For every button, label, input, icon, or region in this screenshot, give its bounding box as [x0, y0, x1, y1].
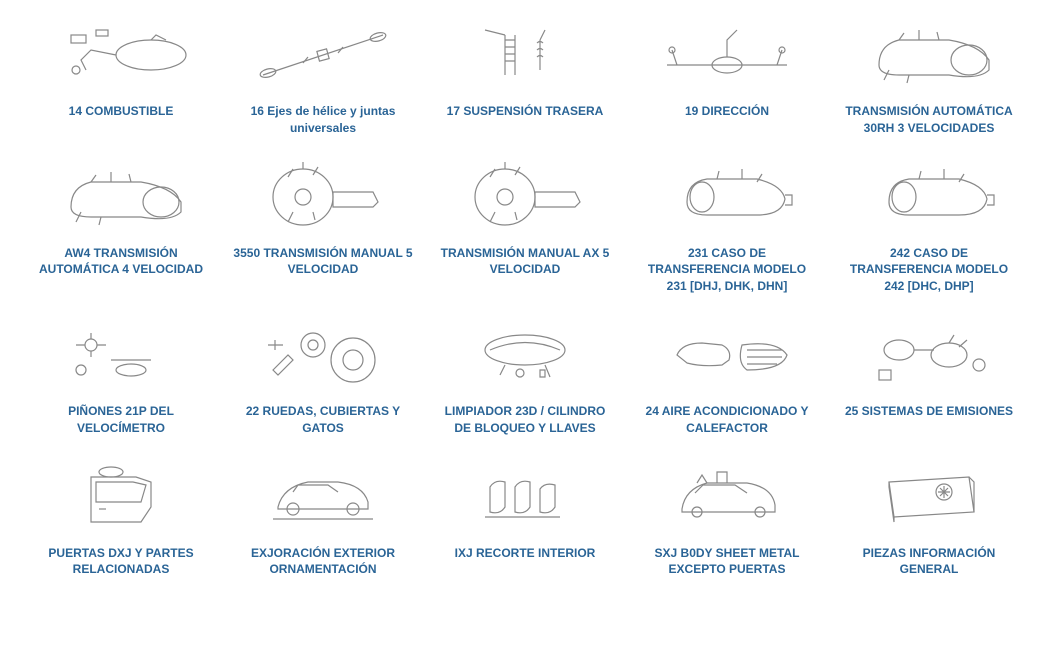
category-item-body-sheet-metal[interactable]: SXJ B0DY SHEET METAL EXCEPTO PUERTAS: [626, 452, 828, 584]
category-label: 3550 TRANSMISIÓN MANUAL 5 VELOCIDAD: [233, 245, 413, 279]
transfer-case-242-icon: [849, 157, 1009, 237]
category-label: 14 COMBUSTIBLE: [69, 103, 174, 120]
category-label: TRANSMISIÓN MANUAL AX 5 VELOCIDAD: [435, 245, 615, 279]
speedometer-gears-icon: [41, 315, 201, 395]
doors-icon: [41, 457, 201, 537]
category-item-auto-transmission-4[interactable]: AW4 TRANSMISIÓN AUTOMÁTICA 4 VELOCIDAD: [20, 152, 222, 300]
category-item-wiper-lock[interactable]: LIMPIADOR 23D / CILINDRO DE BLOQUEO Y LL…: [424, 310, 626, 442]
manual-transmission-icon: [243, 157, 403, 237]
auto-transmission-4-icon: [41, 157, 201, 237]
ac-heater-icon: [647, 315, 807, 395]
category-label: IXJ RECORTE INTERIOR: [455, 545, 596, 562]
category-label: 25 SISTEMAS DE EMISIONES: [845, 403, 1013, 420]
rear-suspension-icon: [445, 15, 605, 95]
category-item-manual-transmission[interactable]: 3550 TRANSMISIÓN MANUAL 5 VELOCIDAD: [222, 152, 424, 300]
category-label: 231 CASO DE TRANSFERENCIA MODELO 231 [DH…: [637, 245, 817, 295]
category-item-doors[interactable]: PUERTAS DXJ Y PARTES RELACIONADAS: [20, 452, 222, 584]
driveshaft-icon: [243, 15, 403, 95]
category-item-speedometer-gears[interactable]: PIÑONES 21P DEL VELOCÍMETRO: [20, 310, 222, 442]
category-item-info-book[interactable]: PIEZAS INFORMACIÓN GENERAL: [828, 452, 1030, 584]
category-item-manual-transmission-ax[interactable]: TRANSMISIÓN MANUAL AX 5 VELOCIDAD: [424, 152, 626, 300]
category-item-transfer-case-231[interactable]: 231 CASO DE TRANSFERENCIA MODELO 231 [DH…: [626, 152, 828, 300]
parts-grid: 14 COMBUSTIBLE 16 Ejes de hélice y juntas…: [20, 10, 1030, 583]
category-label: PIEZAS INFORMACIÓN GENERAL: [839, 545, 1019, 579]
category-label: 17 SUSPENSIÓN TRASERA: [447, 103, 604, 120]
category-label: AW4 TRANSMISIÓN AUTOMÁTICA 4 VELOCIDAD: [31, 245, 211, 279]
body-sheet-metal-icon: [647, 457, 807, 537]
interior-trim-icon: [445, 457, 605, 537]
category-label: PIÑONES 21P DEL VELOCÍMETRO: [31, 403, 211, 437]
category-item-fuel-system[interactable]: 14 COMBUSTIBLE: [20, 10, 222, 142]
category-label: 242 CASO DE TRANSFERENCIA MODELO 242 [DH…: [839, 245, 1019, 295]
category-label: 19 DIRECCIÓN: [685, 103, 769, 120]
category-item-transfer-case-242[interactable]: 242 CASO DE TRANSFERENCIA MODELO 242 [DH…: [828, 152, 1030, 300]
category-item-interior-trim[interactable]: IXJ RECORTE INTERIOR: [424, 452, 626, 584]
wheels-jacks-icon: [243, 315, 403, 395]
category-item-steering[interactable]: 19 DIRECCIÓN: [626, 10, 828, 142]
auto-transmission-icon: [849, 15, 1009, 95]
category-label: 22 RUEDAS, CUBIERTAS Y GATOS: [233, 403, 413, 437]
fuel-system-icon: [41, 15, 201, 95]
category-label: TRANSMISIÓN AUTOMÁTICA 30RH 3 VELOCIDADE…: [839, 103, 1019, 137]
category-item-exterior-trim[interactable]: EXJORACIÓN EXTERIOR ORNAMENTACIÓN: [222, 452, 424, 584]
category-label: EXJORACIÓN EXTERIOR ORNAMENTACIÓN: [233, 545, 413, 579]
category-label: 16 Ejes de hélice y juntas universales: [233, 103, 413, 137]
manual-transmission-ax-icon: [445, 157, 605, 237]
transfer-case-231-icon: [647, 157, 807, 237]
category-label: LIMPIADOR 23D / CILINDRO DE BLOQUEO Y LL…: [435, 403, 615, 437]
steering-icon: [647, 15, 807, 95]
wiper-lock-icon: [445, 315, 605, 395]
category-item-emissions[interactable]: 25 SISTEMAS DE EMISIONES: [828, 310, 1030, 442]
category-item-rear-suspension[interactable]: 17 SUSPENSIÓN TRASERA: [424, 10, 626, 142]
category-label: 24 AIRE ACONDICIONADO Y CALEFACTOR: [637, 403, 817, 437]
category-item-driveshaft[interactable]: 16 Ejes de hélice y juntas universales: [222, 10, 424, 142]
category-item-wheels-jacks[interactable]: 22 RUEDAS, CUBIERTAS Y GATOS: [222, 310, 424, 442]
info-book-icon: [849, 457, 1009, 537]
category-item-ac-heater[interactable]: 24 AIRE ACONDICIONADO Y CALEFACTOR: [626, 310, 828, 442]
category-item-auto-transmission[interactable]: TRANSMISIÓN AUTOMÁTICA 30RH 3 VELOCIDADE…: [828, 10, 1030, 142]
emissions-icon: [849, 315, 1009, 395]
exterior-trim-icon: [243, 457, 403, 537]
category-label: PUERTAS DXJ Y PARTES RELACIONADAS: [31, 545, 211, 579]
category-label: SXJ B0DY SHEET METAL EXCEPTO PUERTAS: [637, 545, 817, 579]
